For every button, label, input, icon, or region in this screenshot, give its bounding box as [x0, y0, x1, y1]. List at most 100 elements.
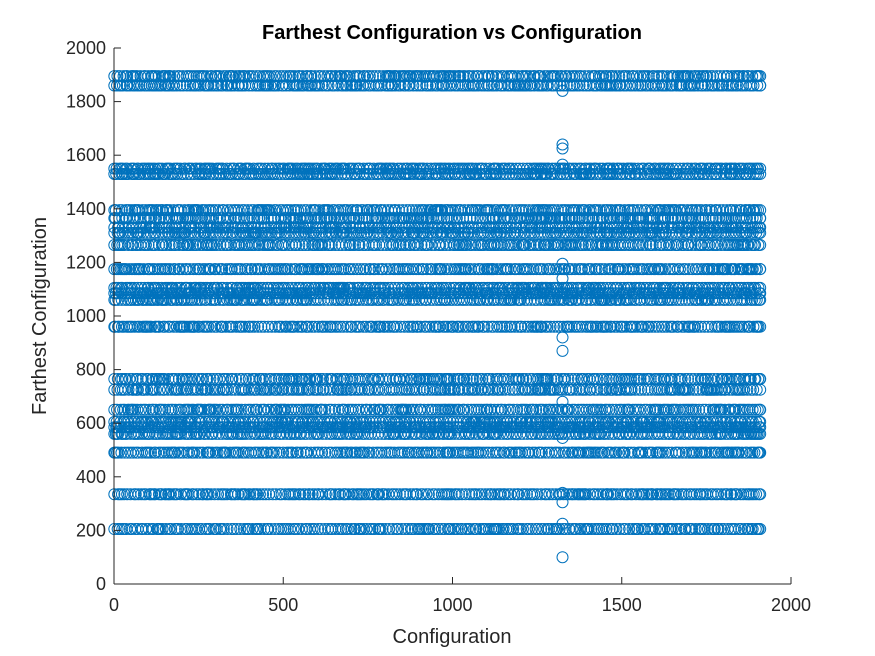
data-point: [537, 263, 550, 276]
data-point: [541, 320, 554, 333]
data-point: [528, 79, 541, 92]
data-point: [158, 383, 171, 396]
data-point: [460, 263, 472, 276]
data-point: [426, 403, 439, 416]
data-point: [381, 320, 394, 333]
data-point: [233, 167, 246, 180]
data-point: [316, 79, 329, 92]
data-point: [239, 167, 252, 180]
data-point: [345, 320, 358, 333]
data-point: [339, 238, 352, 251]
data-point: [547, 320, 560, 333]
data-point: [582, 238, 595, 251]
data-point: [246, 79, 259, 92]
data-point: [443, 238, 456, 251]
data-point: [593, 204, 606, 217]
marker-band: [108, 79, 767, 92]
data-point: [413, 79, 426, 92]
data-point: [518, 293, 531, 306]
data-point: [666, 226, 679, 239]
data-point: [160, 238, 173, 251]
data-point: [224, 212, 237, 225]
data-point: [293, 238, 306, 251]
data-point: [705, 167, 718, 180]
data-point: [670, 293, 683, 306]
data-point: [230, 226, 243, 239]
data-point: [134, 263, 147, 276]
data-point: [703, 238, 716, 251]
data-point: [221, 226, 234, 239]
data-point: [346, 403, 359, 416]
data-point: [235, 403, 248, 416]
data-point: [590, 263, 603, 276]
data-point: [415, 238, 428, 251]
data-point: [423, 320, 436, 333]
data-point: [204, 79, 217, 92]
data-point: [425, 263, 438, 276]
data-point: [605, 293, 618, 306]
data-point: [331, 320, 344, 333]
data-point: [551, 167, 564, 180]
data-point: [508, 320, 521, 333]
data-point: [299, 226, 312, 239]
data-point: [277, 70, 290, 83]
data-point: [738, 403, 751, 416]
data-point: [296, 320, 309, 333]
data-point: [310, 403, 323, 416]
data-point: [729, 403, 742, 416]
data-point: [584, 226, 597, 239]
data-point: [109, 320, 122, 333]
data-point: [180, 79, 193, 92]
data-point: [710, 167, 723, 180]
data-point: [475, 403, 488, 416]
data-point: [750, 293, 763, 306]
data-point: [494, 383, 507, 396]
data-point: [649, 263, 662, 276]
data-point: [510, 263, 523, 276]
data-point: [652, 320, 665, 333]
data-point: [152, 293, 165, 306]
data-point: [134, 226, 147, 239]
data-point: [527, 263, 540, 276]
data-point: [515, 320, 528, 333]
data-point: [539, 383, 552, 396]
data-point: [264, 204, 277, 217]
data-point: [718, 238, 731, 251]
data-point: [417, 263, 430, 276]
data-point: [168, 79, 181, 92]
data-point: [724, 293, 737, 306]
data-point: [202, 79, 215, 92]
data-point: [465, 403, 478, 416]
data-point: [179, 226, 192, 239]
data-point: [754, 238, 767, 251]
data-point: [579, 238, 592, 251]
data-point: [280, 226, 293, 239]
data-point: [629, 226, 642, 239]
data-point: [209, 226, 222, 239]
data-point: [494, 263, 507, 276]
data-point: [341, 320, 354, 333]
data-point: [717, 70, 730, 83]
data-point: [390, 383, 403, 396]
data-point: [191, 383, 204, 396]
data-point: [491, 320, 504, 333]
data-point: [599, 263, 612, 276]
data-point: [131, 383, 144, 396]
data-point: [319, 403, 332, 416]
data-point: [641, 293, 654, 306]
data-point: [348, 383, 361, 396]
data-point: [687, 403, 700, 416]
data-point: [591, 320, 604, 333]
data-point: [345, 167, 358, 180]
data-point: [675, 293, 688, 306]
data-point: [731, 79, 744, 92]
data-point: [576, 293, 589, 306]
data-point: [499, 403, 512, 416]
data-point: [535, 167, 548, 180]
data-point: [511, 403, 524, 416]
data-point: [168, 287, 181, 300]
data-point: [718, 287, 731, 300]
data-point: [189, 287, 202, 300]
data-point: [209, 263, 222, 276]
